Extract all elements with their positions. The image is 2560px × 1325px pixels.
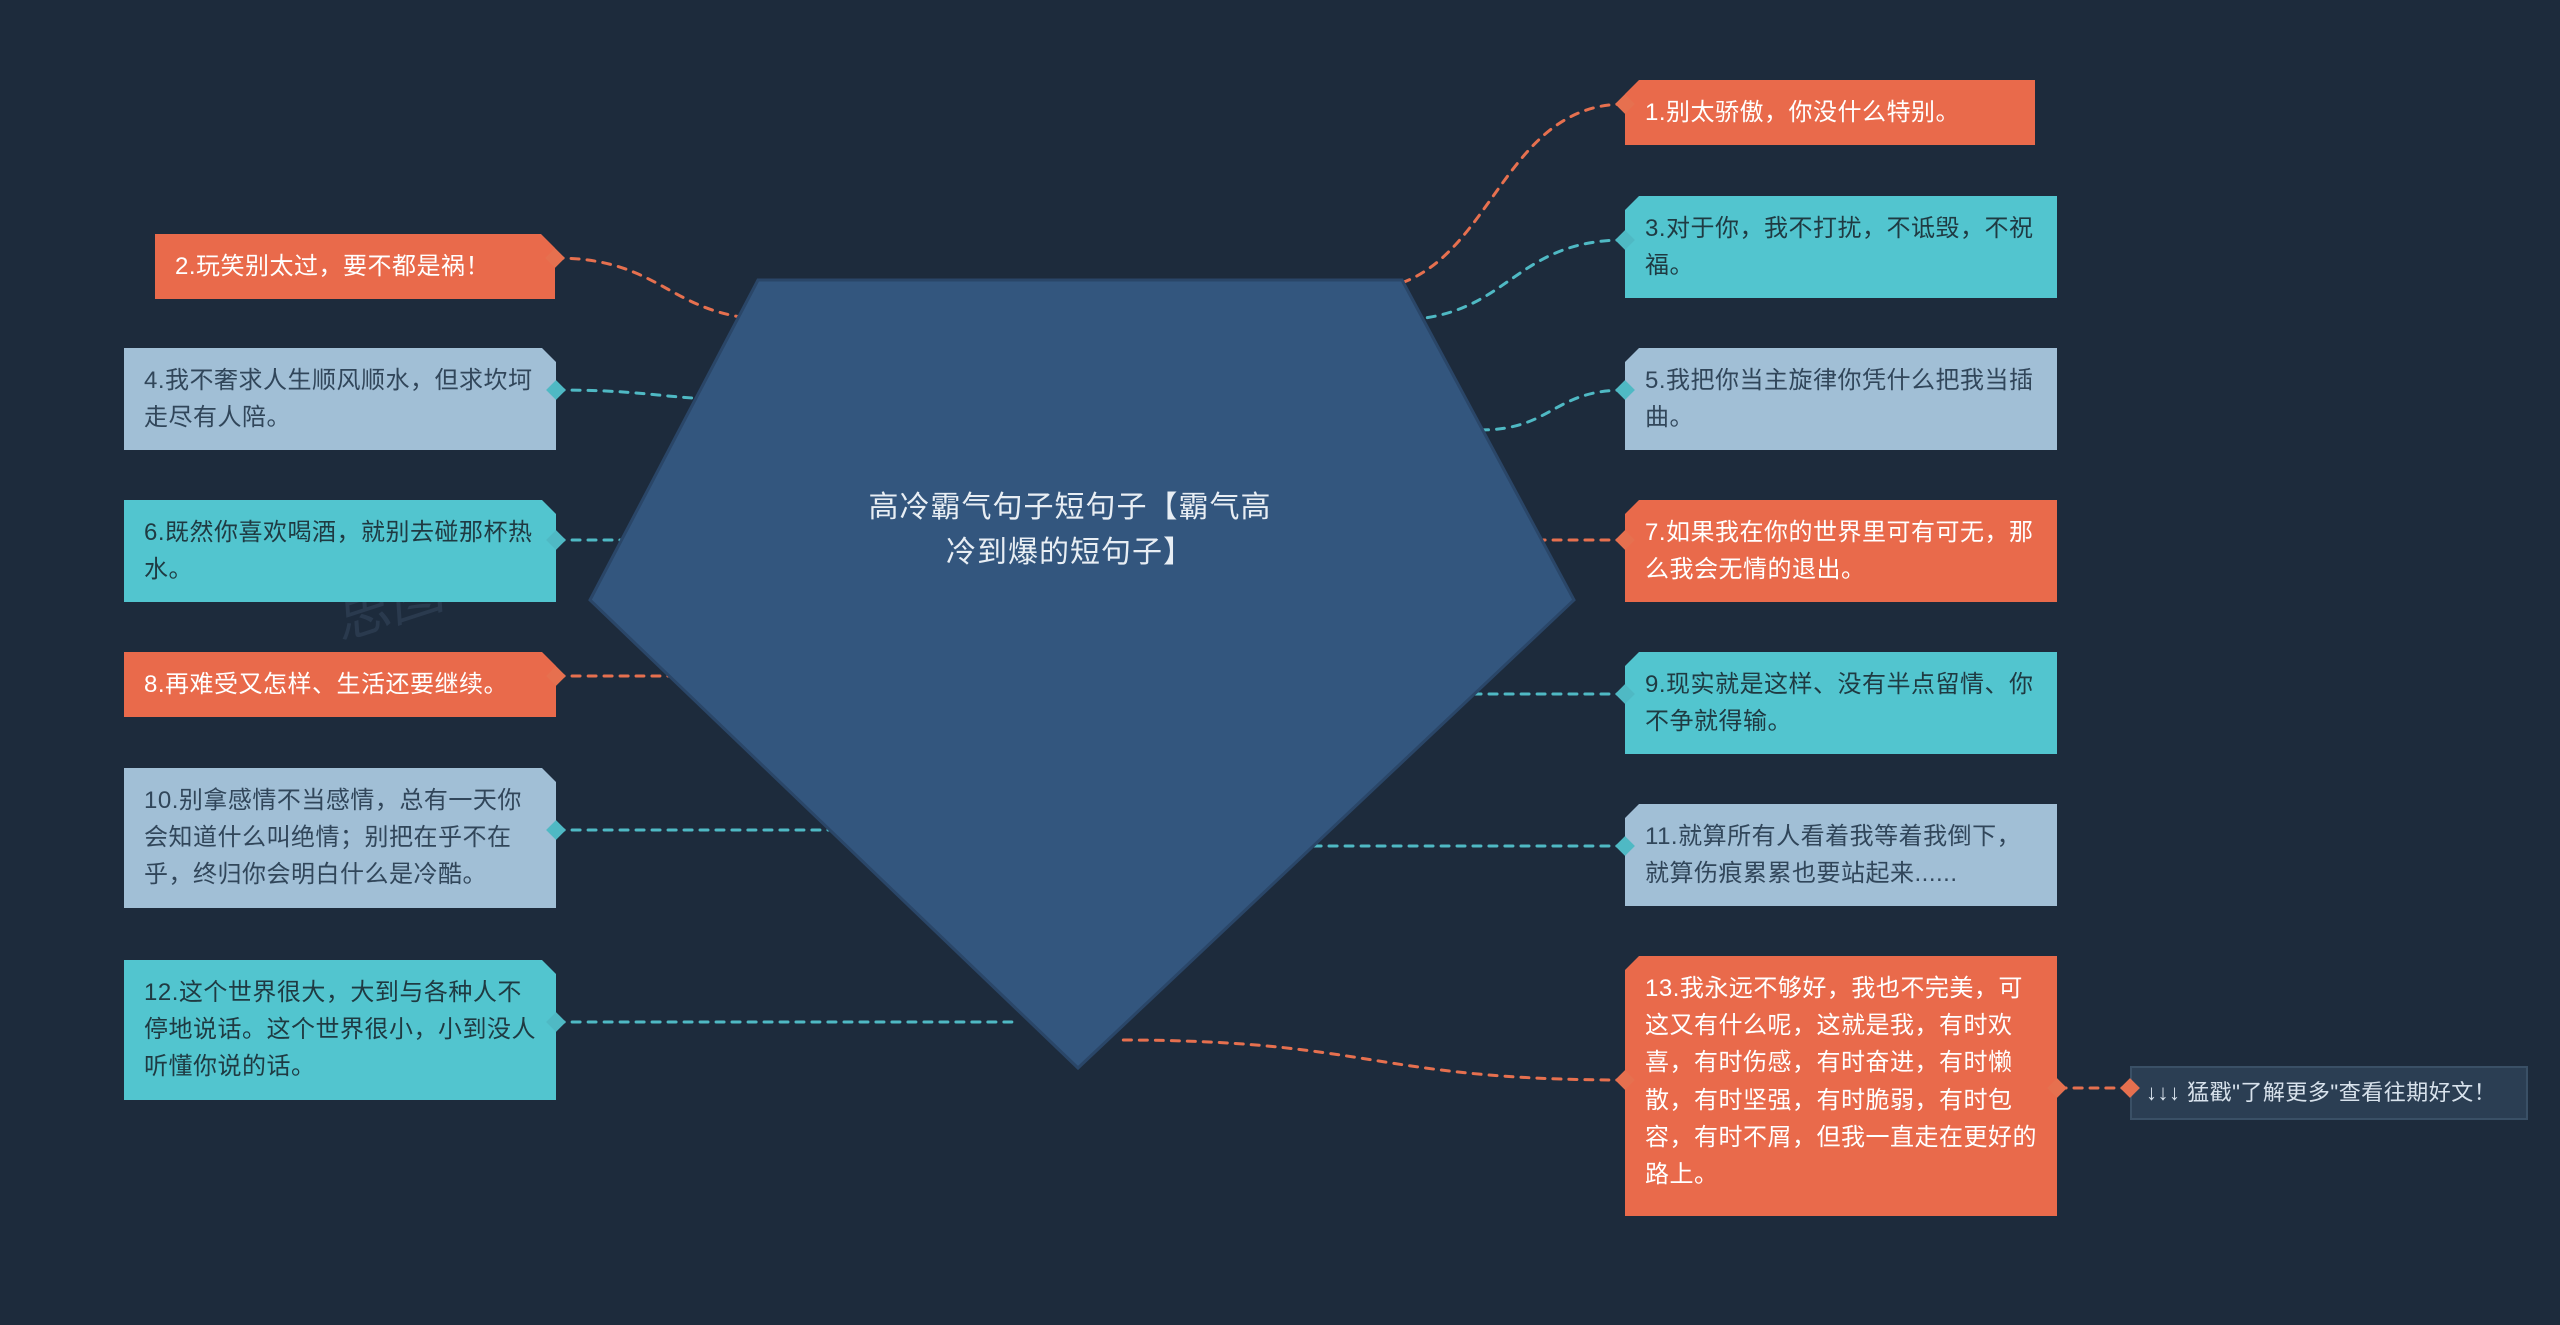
mindmap-node: 3.对于你，我不打扰，不诋毁，不祝福。	[1625, 196, 2057, 298]
mindmap-node: 9.现实就是这样、没有半点留情、你不争就得输。	[1625, 652, 2057, 754]
node-text: 11.就算所有人看着我等着我倒下，就算伤痕累累也要站起来......	[1645, 823, 2021, 887]
mindmap-node: 12.这个世界很大，大到与各种人不停地说话。这个世界很小，小到没人听懂你说的话。	[124, 960, 556, 1100]
mindmap-node: 8.再难受又怎样、生活还要继续。	[124, 652, 556, 717]
node-text: 9.现实就是这样、没有半点留情、你不争就得输。	[1645, 671, 2034, 735]
mindmap-node: 10.别拿感情不当感情，总有一天你会知道什么叫绝情；别把在乎不在乎，终归你会明白…	[124, 768, 556, 908]
node-text: 1.别太骄傲，你没什么特别。	[1645, 99, 1960, 126]
mindmap-node: 6.既然你喜欢喝酒，就别去碰那杯热水。	[124, 500, 556, 602]
mindmap-node: 11.就算所有人看着我等着我倒下，就算伤痕累累也要站起来......	[1625, 804, 2057, 906]
mindmap-node: 13.我永远不够好，我也不完美，可这又有什么呢，这就是我，有时欢喜，有时伤感，有…	[1625, 956, 2057, 1216]
node-text: 13.我永远不够好，我也不完美，可这又有什么呢，这就是我，有时欢喜，有时伤感，有…	[1645, 975, 2037, 1188]
node-text: 2.玩笑别太过，要不都是祸！	[175, 253, 490, 280]
node-text: 4.我不奢求人生顺风顺水，但求坎坷走尽有人陪。	[144, 367, 533, 431]
watermark-1: sutu.cn	[864, 294, 1056, 412]
mindmap-node: 5.我把你当主旋律你凭什么把我当插曲。	[1625, 348, 2057, 450]
more-link-box[interactable]: ↓↓↓ 猛戳"了解更多"查看往期好文！	[2130, 1066, 2528, 1120]
mindmap-node: 1.别太骄傲，你没什么特别。	[1625, 80, 2035, 145]
node-text: 12.这个世界很大，大到与各种人不停地说话。这个世界很小，小到没人听懂你说的话。	[144, 979, 536, 1080]
node-text: 3.对于你，我不打扰，不诋毁，不祝福。	[1645, 215, 2034, 279]
node-text: 5.我把你当主旋律你凭什么把我当插曲。	[1645, 367, 2034, 431]
mindmap-canvas: sutu.cn 思图 高冷霸气句子短句子【霸气高冷到爆的短句子】 2.玩笑别太过…	[0, 0, 2560, 1325]
mindmap-node: 2.玩笑别太过，要不都是祸！	[155, 234, 555, 299]
node-text: 8.再难受又怎样、生活还要继续。	[144, 671, 508, 698]
center-title: 高冷霸气句子短句子【霸气高冷到爆的短句子】	[860, 485, 1280, 575]
more-link-text: ↓↓↓ 猛戳"了解更多"查看往期好文！	[2146, 1080, 2496, 1105]
node-text: 7.如果我在你的世界里可有可无，那么我会无情的退出。	[1645, 519, 2034, 583]
node-text: 10.别拿感情不当感情，总有一天你会知道什么叫绝情；别把在乎不在乎，终归你会明白…	[144, 787, 522, 888]
mindmap-node: 4.我不奢求人生顺风顺水，但求坎坷走尽有人陪。	[124, 348, 556, 450]
node-text: 6.既然你喜欢喝酒，就别去碰那杯热水。	[144, 519, 533, 583]
mindmap-node: 7.如果我在你的世界里可有可无，那么我会无情的退出。	[1625, 500, 2057, 602]
